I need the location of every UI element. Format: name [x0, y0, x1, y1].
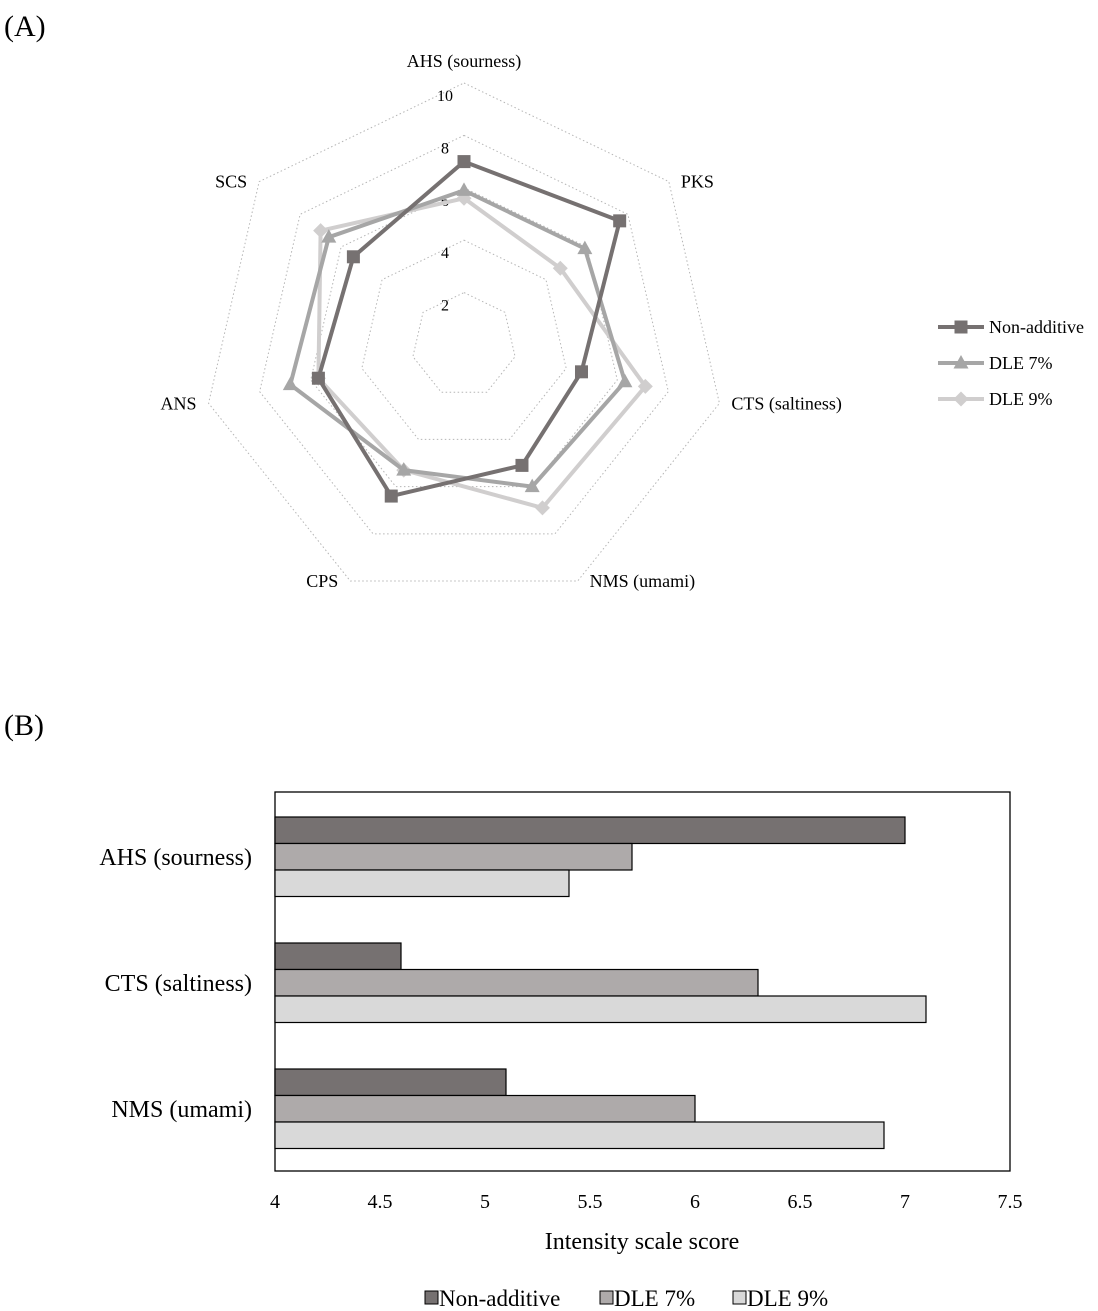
radar-point-dle-9-cts-saltiness [637, 378, 653, 394]
radar-point-dle-7-scs [321, 229, 337, 243]
radar-legend-label: DLE 9% [989, 389, 1052, 409]
radar-legend-marker [953, 355, 969, 369]
bar-legend-swatch [424, 1290, 439, 1305]
radar-axis-label-scs: SCS [215, 172, 247, 192]
bar-legend-item-dle-9: DLE 9% [732, 1286, 828, 1311]
bar-legend-swatch [599, 1290, 614, 1305]
bar-x-tick-6: 6 [690, 1191, 700, 1213]
bar-legend-swatch [732, 1290, 747, 1305]
radar-legend-item-dle-7: DLE 7% [938, 353, 1052, 373]
radar-point-non-additive-cps [384, 489, 398, 503]
radar-point-dle-7-cps [396, 462, 412, 476]
radar-series-dle-9 [310, 190, 653, 516]
radar-point-dle-7-ans [282, 376, 298, 391]
radar-point-dle-7-pks [577, 240, 593, 255]
panel-b-label: (B) [4, 709, 44, 742]
bar-cts-saltiness-dle-9 [274, 995, 927, 1024]
radar-point-non-additive-scs [346, 250, 360, 264]
bar-nms-umami-non-additive [274, 1068, 507, 1097]
radar-axis-label-cts-saltiness: CTS (saltiness) [731, 393, 842, 414]
bar-x-tick-4-5: 4.5 [368, 1191, 393, 1213]
bar-category-ahs-sourness: AHS (sourness) [99, 845, 252, 871]
radar-legend-marker [954, 320, 968, 334]
radar-gridline-10 [208, 82, 720, 582]
radar-axis-label-cps: CPS [306, 571, 338, 591]
bar-category-cts-saltiness: CTS (saltiness) [105, 971, 252, 997]
radar-point-non-additive-ahs-sourness [457, 155, 471, 169]
bar-nms-umami-dle-7 [274, 1094, 696, 1123]
radar-tick-8: 8 [441, 140, 449, 157]
radar-point-dle-9-nms-umami [534, 500, 550, 516]
radar-point-non-additive-pks [613, 214, 627, 228]
bar-nms-umami-dle-9 [274, 1121, 885, 1150]
bar-legend-item-dle-7: DLE 7% [599, 1286, 695, 1311]
radar-tick-4: 4 [441, 245, 449, 262]
bar-x-tick-labels: 4 4.5 5 5.5 6 6.5 7 7.5 [270, 1191, 1023, 1213]
bar-x-tick-5-5: 5.5 [578, 1191, 603, 1213]
radar-legend-label: Non-additive [989, 317, 1084, 337]
radar-point-non-additive-cts-saltiness [574, 365, 588, 379]
x-axis-title: Intensity scale score [545, 1229, 740, 1255]
bar-legend-label: DLE 7% [614, 1286, 695, 1311]
bar-cts-saltiness-dle-7 [274, 968, 759, 997]
radar-axis-label-nms-umami: NMS (umami) [590, 571, 696, 592]
radar-point-dle-9-scs [313, 223, 329, 239]
bar-marks [274, 816, 927, 1150]
radar-gridline-2 [412, 292, 516, 393]
radar-axis-label-ans: ANS [161, 393, 197, 413]
radar-line-dle-7 [288, 188, 627, 489]
radar-legend: Non-additive DLE 7% DLE 9% [938, 317, 1084, 409]
bar-legend-label: DLE 9% [747, 1286, 828, 1311]
radar-gridline-8 [259, 134, 669, 535]
radar-legend-item-non-additive: Non-additive [938, 317, 1084, 337]
bar-legend: Non-additive DLE 7% DLE 9% [424, 1286, 828, 1311]
panel-a-label: (A) [4, 10, 46, 43]
bar-ahs-sourness-dle-9 [274, 869, 570, 898]
bar-x-tick-7-5: 7.5 [998, 1191, 1023, 1213]
radar-point-dle-7-cts-saltiness [617, 373, 633, 388]
radar-point-dle-9-pks [552, 260, 568, 276]
radar-legend-label: DLE 7% [989, 353, 1052, 373]
radar-point-dle-7-ahs-sourness [456, 182, 472, 196]
radar-line-dle-9 [316, 196, 648, 510]
radar-tick-2: 2 [441, 298, 449, 315]
radar-tick-10: 10 [437, 88, 453, 105]
bar-x-tick-6-5: 6.5 [788, 1191, 813, 1213]
radar-point-dle-7-nms-umami [524, 478, 540, 493]
radar-line-non-additive [316, 159, 622, 499]
radar-gridline-4 [361, 239, 567, 440]
radar-axis-labels: AHS (sourness) PKS CTS (saltiness) NMS (uma… [161, 51, 842, 592]
bar-x-tick-4: 4 [270, 1191, 280, 1213]
radar-series-non-additive [311, 155, 627, 503]
radar-axis-label-ahs-sourness: AHS (sourness) [407, 51, 522, 72]
bar-legend-label: Non-additive [439, 1286, 560, 1311]
bar-ahs-sourness-dle-7 [274, 842, 633, 871]
radar-point-non-additive-ans [311, 371, 325, 385]
radar-legend-item-dle-9: DLE 9% [938, 389, 1052, 409]
radar-axis-label-pks: PKS [681, 172, 714, 192]
bar-ahs-sourness-non-additive [274, 816, 906, 845]
radar-series [282, 155, 653, 516]
bar-category-labels: AHS (sourness) CTS (saltiness) NMS (umami) [99, 845, 252, 1123]
bar-cts-saltiness-non-additive [274, 942, 402, 971]
radar-legend-marker [953, 391, 969, 407]
bar-legend-item-non-additive: Non-additive [424, 1286, 560, 1311]
bar-x-tick-7: 7 [900, 1191, 910, 1213]
bar-category-nms-umami: NMS (umami) [111, 1097, 252, 1123]
bar-x-tick-5: 5 [480, 1191, 490, 1213]
radar-point-non-additive-nms-umami [515, 458, 529, 472]
bar-chart: AHS (sourness) CTS (saltiness) NMS (umami)… [99, 791, 1023, 1311]
